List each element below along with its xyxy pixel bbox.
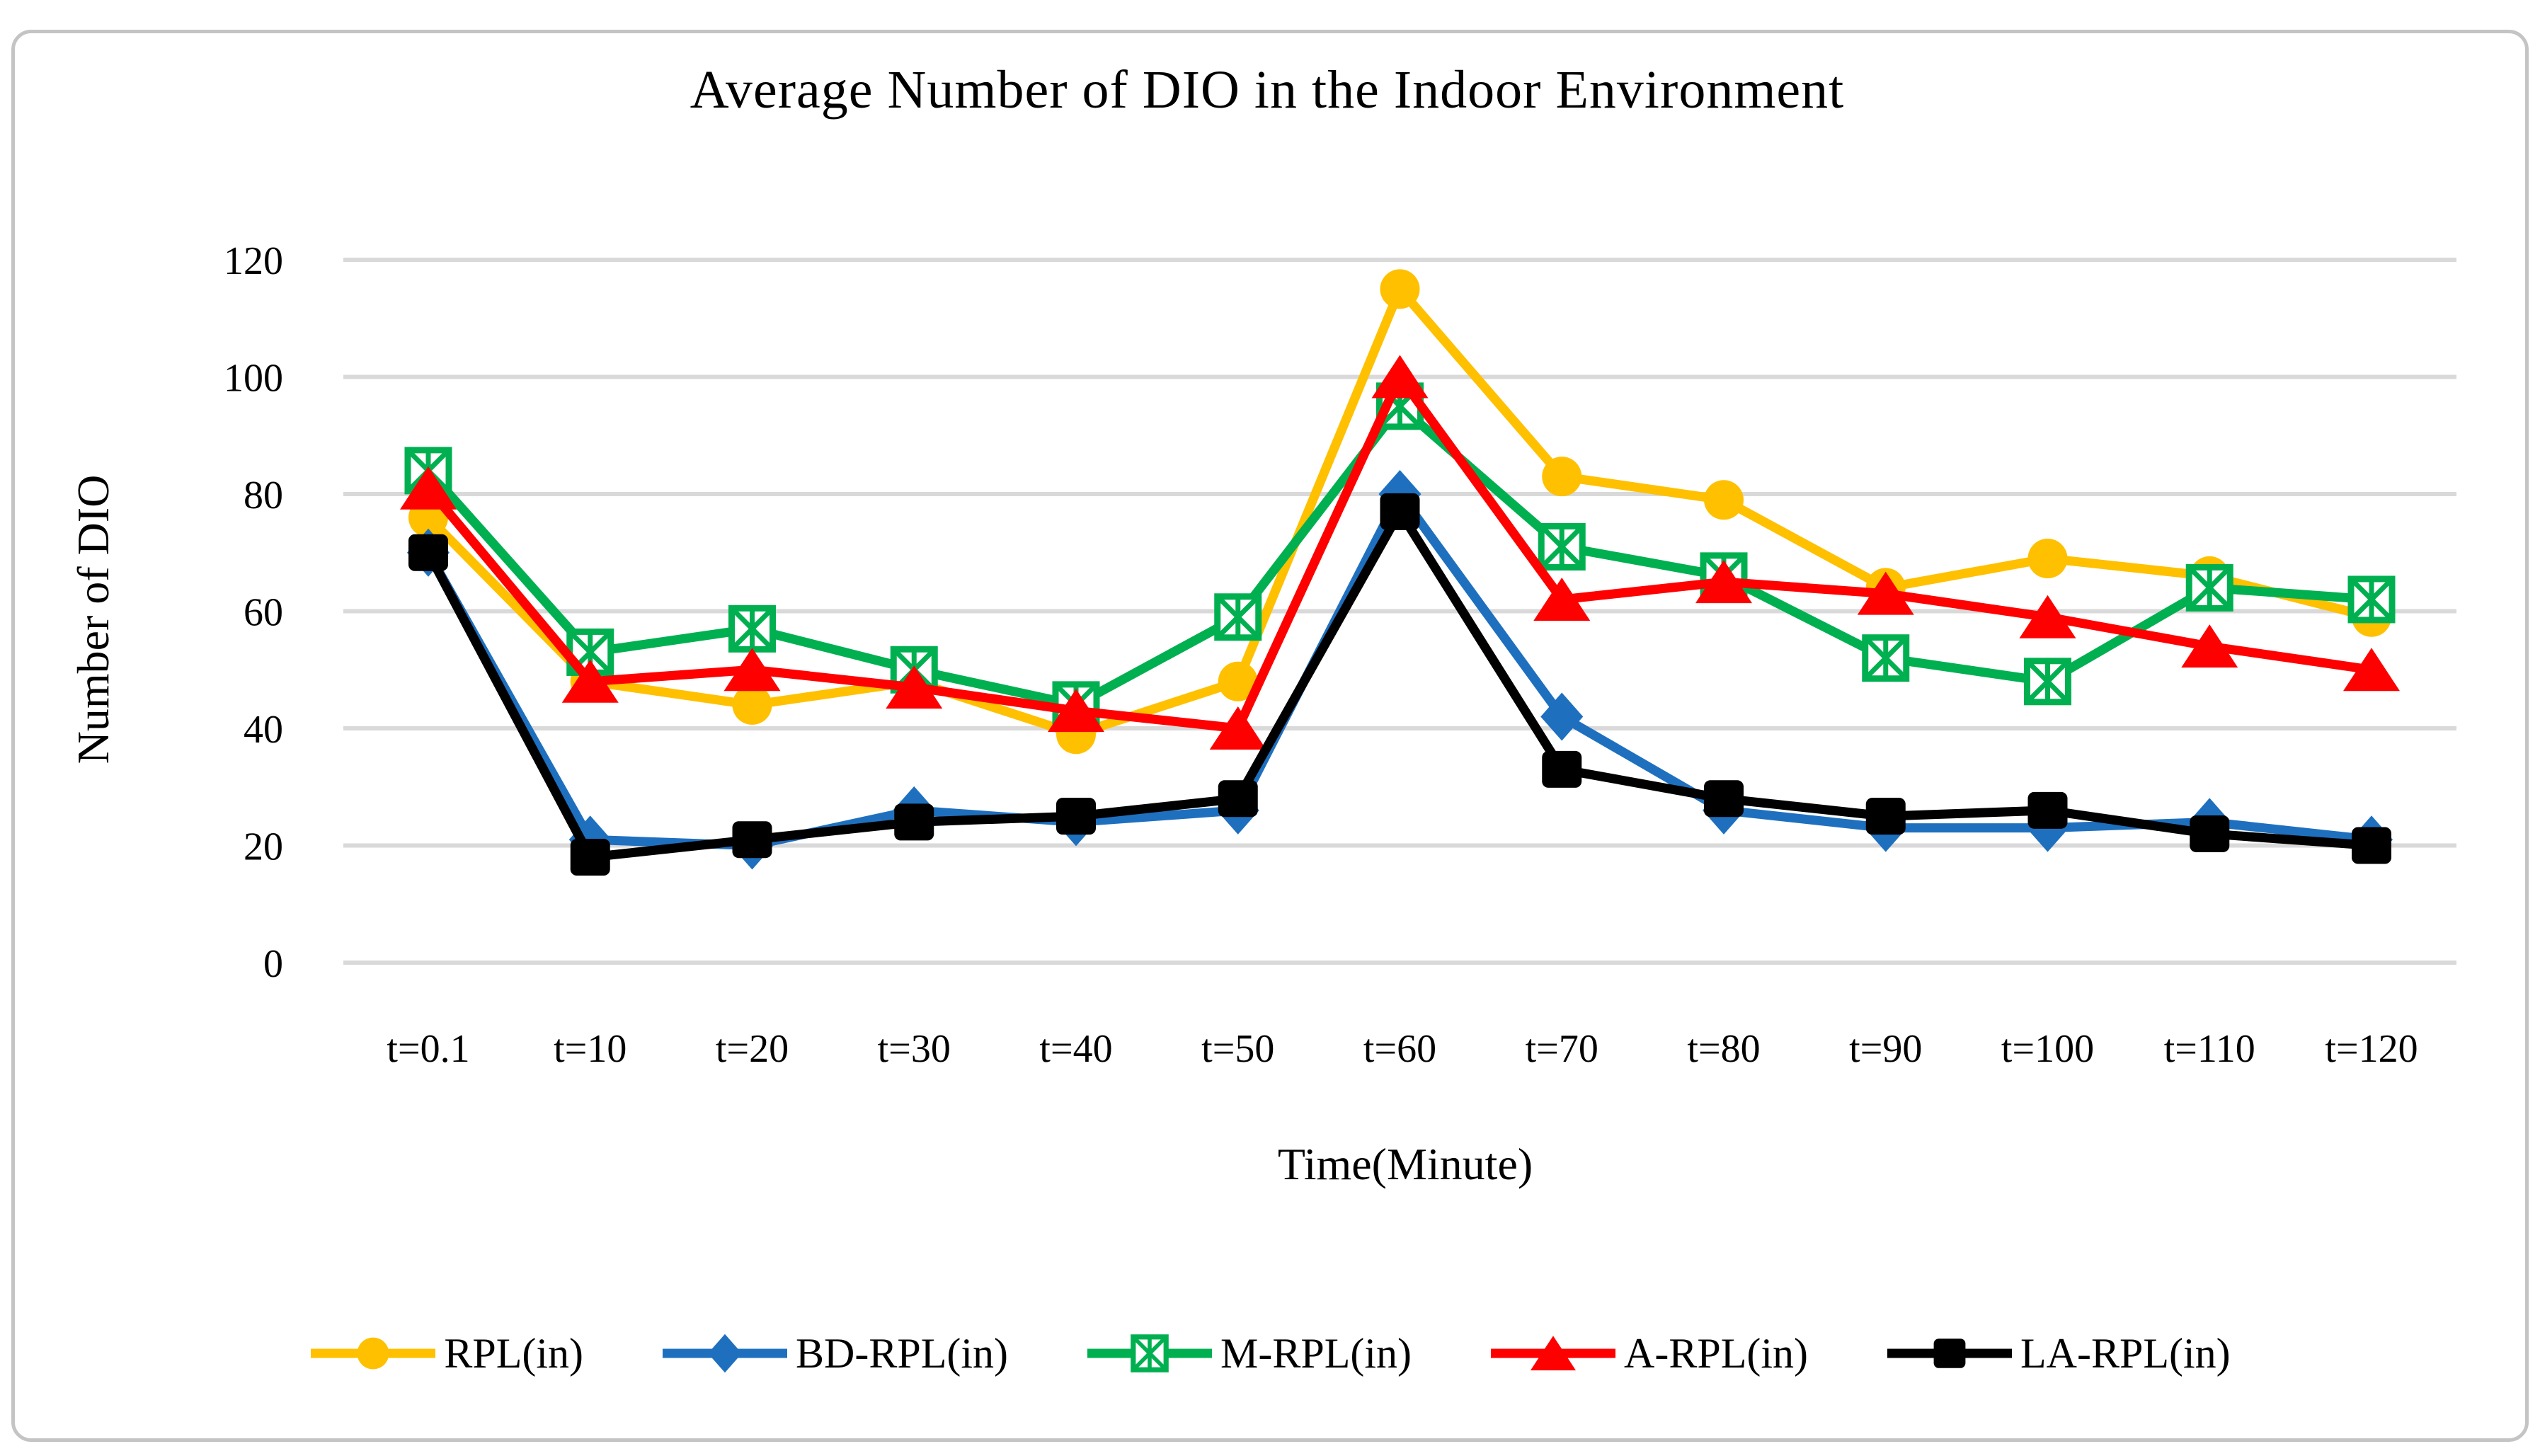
x-tick-label: t=30 xyxy=(878,1027,951,1071)
square-marker-icon xyxy=(732,821,772,859)
y-axis-ticks: 0 20 40 60 80 100 120 xyxy=(224,239,283,986)
x-tick-label: t=90 xyxy=(1849,1027,1922,1071)
series-a-rpl-in- xyxy=(400,355,2400,750)
triangle-marker-icon xyxy=(400,466,457,510)
x-tick-label: t=80 xyxy=(1687,1027,1760,1071)
legend-item-bd-rpl-in-: BD-RPL(in) xyxy=(661,1318,1008,1389)
triangle-marker-icon xyxy=(561,659,619,703)
circle-marker-icon xyxy=(1704,480,1744,520)
diamond-marker-icon xyxy=(1540,692,1584,741)
square-marker-icon xyxy=(894,803,934,841)
triangle-marker-icon xyxy=(723,648,781,692)
circle-marker-icon xyxy=(1380,269,1420,309)
triangle-marker-icon xyxy=(1048,689,1104,733)
square-marker-icon xyxy=(1218,780,1258,818)
legend-marker-icon xyxy=(663,1334,788,1373)
x-tick-label: t=10 xyxy=(554,1027,627,1071)
square-marker-icon xyxy=(1933,1339,1966,1368)
triangle-marker-icon xyxy=(886,665,943,709)
circle-marker-icon xyxy=(732,684,772,725)
square-marker-icon xyxy=(1380,493,1420,530)
square-marker-icon xyxy=(570,839,610,876)
x-tick-label: t=100 xyxy=(2001,1027,2094,1071)
legend-item-la-rpl-in-: LA-RPL(in) xyxy=(1886,1318,2231,1389)
square-marker-icon xyxy=(2190,815,2230,852)
chart-title: Average Number of DIO in the Indoor Envi… xyxy=(690,60,1845,120)
x-square-marker-icon xyxy=(2024,658,2071,706)
x-square-marker-icon xyxy=(2185,563,2233,612)
triangle-marker-icon xyxy=(1531,1336,1577,1370)
x-square-marker-icon xyxy=(1131,1334,1169,1372)
legend-item-a-rpl-in-: A-RPL(in) xyxy=(1489,1318,1808,1389)
square-marker-icon xyxy=(1056,798,1096,835)
x-square-marker-icon xyxy=(1214,593,1262,641)
series-line xyxy=(423,401,2376,710)
triangle-marker-icon xyxy=(1533,577,1591,621)
x-tick-label: t=110 xyxy=(2164,1027,2255,1071)
legend-label: M-RPL(in) xyxy=(1220,1329,1412,1377)
y-tick-label: 100 xyxy=(224,357,283,401)
x-tick-label: t=60 xyxy=(1363,1027,1436,1071)
legend-item-m-rpl-in-: M-RPL(in) xyxy=(1086,1318,1412,1389)
legend-item-rpl-in-: RPL(in) xyxy=(309,1318,583,1389)
legend-label: BD-RPL(in) xyxy=(796,1329,1009,1377)
x-square-marker-icon xyxy=(728,604,776,653)
x-square-marker-icon xyxy=(1862,634,1910,682)
legend-marker-icon xyxy=(311,1337,436,1370)
y-tick-label: 40 xyxy=(244,708,283,752)
circle-marker-icon xyxy=(1542,457,1582,497)
diamond-marker-icon xyxy=(708,1334,743,1373)
x-axis-ticks: t=0.1 t=10 t=20 t=30 t=40 t=50 t=60 t=70 t=80 t=9… xyxy=(387,1027,2418,1071)
square-marker-icon xyxy=(1704,780,1744,818)
y-tick-label: 0 xyxy=(263,942,283,986)
y-tick-label: 60 xyxy=(244,591,283,635)
square-marker-icon xyxy=(2352,827,2391,864)
x-axis-title: Time(Minute) xyxy=(1277,1139,1533,1189)
circle-marker-icon xyxy=(357,1337,389,1370)
legend: RPL(in) BD-RPL(in) M-RPL(in) A-RPL(in) LA-RP… xyxy=(0,1318,2540,1389)
legend-label: A-RPL(in) xyxy=(1624,1329,1808,1377)
triangle-marker-icon xyxy=(1857,571,1914,615)
legend-marker-icon xyxy=(1087,1334,1213,1372)
x-tick-label: t=20 xyxy=(716,1027,789,1071)
legend-label: LA-RPL(in) xyxy=(2020,1329,2231,1377)
x-tick-label: t=120 xyxy=(2325,1027,2418,1071)
series-la-rpl-in- xyxy=(408,493,2391,876)
legend-label: RPL(in) xyxy=(444,1329,584,1377)
circle-marker-icon xyxy=(2027,539,2068,579)
square-marker-icon xyxy=(2027,791,2068,829)
x-tick-label: t=70 xyxy=(1526,1027,1598,1071)
square-marker-icon xyxy=(1865,798,1906,835)
triangle-marker-icon xyxy=(2181,624,2238,668)
x-tick-label: t=50 xyxy=(1201,1027,1274,1071)
y-tick-label: 80 xyxy=(244,474,283,517)
legend-marker-icon xyxy=(1491,1336,1616,1370)
triangle-marker-icon xyxy=(2343,648,2400,692)
y-tick-label: 120 xyxy=(224,239,283,283)
triangle-marker-icon xyxy=(1209,706,1266,750)
x-square-marker-icon xyxy=(2347,575,2396,624)
square-marker-icon xyxy=(408,534,448,571)
square-marker-icon xyxy=(1542,750,1582,788)
triangle-marker-icon xyxy=(1371,355,1429,399)
x-square-marker-icon xyxy=(1538,522,1586,571)
triangle-marker-icon xyxy=(1695,560,1752,604)
x-tick-label: t=0.1 xyxy=(387,1027,469,1071)
y-tick-label: 20 xyxy=(244,825,283,869)
triangle-marker-icon xyxy=(2019,595,2076,638)
circle-marker-icon xyxy=(1218,661,1258,701)
legend-marker-icon xyxy=(1887,1339,2012,1368)
x-tick-label: t=40 xyxy=(1039,1027,1112,1071)
